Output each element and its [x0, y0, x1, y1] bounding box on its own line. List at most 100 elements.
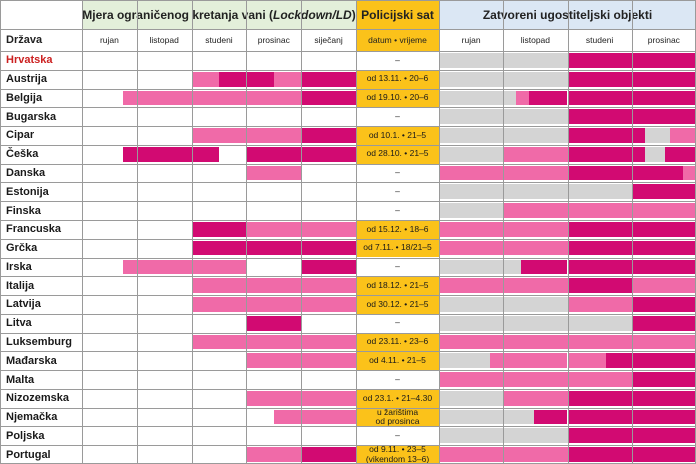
- lockdown-period-bar: [301, 221, 356, 237]
- lockdown-header-italic: Lockdown/LD: [273, 7, 352, 22]
- country-name: Litva: [6, 317, 32, 330]
- curfew-cell: od 18.12. • 21–5: [356, 276, 439, 296]
- closed-period-bar: [644, 146, 666, 162]
- lockdown-period-bar: [191, 334, 247, 350]
- lockdown-period-bar: [301, 334, 356, 350]
- grid-row-line: [0, 332, 696, 334]
- closed-period-bar: [631, 315, 696, 331]
- curfew-cell: od 19.10. • 20–6: [356, 88, 439, 108]
- closed-period-bar: [567, 53, 632, 68]
- curfew-cell: od 28.10. • 21–5: [356, 144, 439, 164]
- grid-row-line: [0, 370, 696, 372]
- curfew-text: od prosinca: [375, 416, 420, 427]
- curfew-cell: od 4.11. • 21–5: [356, 351, 439, 371]
- lockdown-period-bar: [301, 240, 356, 256]
- closed-month-header: rujan: [461, 35, 481, 45]
- curfew-text: –: [395, 186, 400, 197]
- grid-row-line: [0, 238, 696, 240]
- curfew-text: (vikendom 13–6): [365, 453, 430, 464]
- country-name: Finska: [6, 204, 41, 217]
- curfew-text: u žarištima: [376, 407, 419, 417]
- country-name: Estonija: [6, 185, 49, 198]
- closed-period-bar: [503, 259, 522, 275]
- curfew-text: od 23.1. • 21–4.30: [362, 392, 433, 403]
- curfew-cell: od 23.11. • 23–6: [356, 332, 439, 352]
- curfew-text: od 18.12. • 21–5: [366, 279, 429, 290]
- closed-period-bar: [606, 353, 696, 369]
- lockdown-period-bar: [123, 90, 192, 106]
- lockdown-period-bar: [301, 278, 356, 294]
- curfew-text: –: [395, 430, 400, 441]
- curfew-cell: od 10.1. • 21–5: [356, 126, 439, 145]
- country-name: Italija: [6, 279, 35, 292]
- grid-row-line: [0, 126, 696, 128]
- country-name: Belgija: [6, 91, 43, 104]
- country-name: Latvija: [6, 298, 41, 311]
- lockdown-period-bar: [246, 165, 302, 181]
- closed-period-bar: [567, 128, 645, 143]
- curfew-cell: u žarištima od prosinca: [356, 407, 439, 427]
- closed-period-bar: [670, 128, 696, 143]
- curfew-cell: –: [356, 51, 439, 70]
- curfew-cell: od 13.11. • 20–6: [356, 69, 439, 89]
- grid-row-line: [0, 0, 696, 1]
- closed-period-bar: [567, 297, 632, 312]
- lockdown-month-header: siječanj: [314, 35, 343, 45]
- lockdown-period-bar: [123, 146, 219, 162]
- lockdown-period-bar: [191, 71, 219, 87]
- grid-row-line: [0, 107, 696, 109]
- curfew-cell: –: [356, 201, 439, 220]
- grid-column-line: [136, 0, 138, 464]
- closed-period-bar: [567, 71, 632, 87]
- grid-row-line: [0, 201, 696, 203]
- closed-period-bar: [528, 90, 568, 106]
- closed-period-bar: [567, 278, 632, 294]
- closed-period-bar: [567, 109, 632, 125]
- grid-row-line: [0, 445, 696, 447]
- curfew-text: –: [395, 54, 400, 65]
- country-name: Malta: [6, 373, 35, 386]
- closed-period-bar: [439, 259, 504, 275]
- closed-period-bar: [439, 390, 504, 406]
- curfew-subheader-label: datum • vrijeme: [368, 35, 427, 45]
- lockdown-period-bar: [191, 297, 247, 312]
- closed-period-bar: [503, 390, 568, 406]
- closed-period-bar: [567, 372, 632, 387]
- closed-period-bar: [631, 278, 696, 294]
- grid-column-line: [82, 0, 83, 464]
- country-name-highlight: Hrvatska: [6, 54, 53, 67]
- grid-row-line: [0, 407, 696, 409]
- country-name: Cipar: [6, 129, 35, 142]
- grid-row-line: [0, 257, 696, 259]
- lockdown-period-bar: [301, 353, 356, 369]
- lockdown-period-bar: [246, 390, 302, 406]
- lockdown-period-bar: [246, 447, 302, 462]
- curfew-cell: od 7.11. • 18/21–5: [356, 238, 439, 258]
- closed-period-bar: [439, 353, 491, 369]
- lockdown-period-bar: [246, 90, 302, 106]
- grid-row-line: [0, 276, 696, 278]
- curfew-text: –: [395, 317, 400, 328]
- curfew-subheader: datum • vrijeme: [356, 29, 439, 51]
- closed-period-bar: [503, 409, 535, 425]
- header-corner: [0, 0, 82, 29]
- country-name: Francuska: [6, 223, 62, 236]
- closed-month-header: studeni: [585, 35, 614, 45]
- closed-period-bar: [631, 53, 696, 68]
- curfew-text: od 15.12. • 18–6: [366, 223, 429, 234]
- closed-period-bar: [644, 128, 671, 143]
- country-name: Irska: [6, 260, 32, 273]
- curfew-text: –: [395, 373, 400, 384]
- lockdown-period-bar: [301, 71, 356, 87]
- closed-period-bar: [439, 447, 504, 462]
- lockdown-period-bar: [246, 221, 302, 237]
- lockdown-group-header: Mjera ograničenog kretanja vani (Lockdow…: [82, 0, 356, 29]
- closed-period-bar: [439, 409, 504, 425]
- closed-period-bar: [567, 165, 632, 181]
- grid-column-line: [246, 0, 248, 464]
- closed-month-header: listopad: [520, 35, 551, 45]
- closed-period-bar: [503, 278, 568, 294]
- curfew-cell: –: [356, 313, 439, 333]
- grid-row-line: [0, 29, 696, 30]
- country-column-label: Država: [6, 34, 43, 46]
